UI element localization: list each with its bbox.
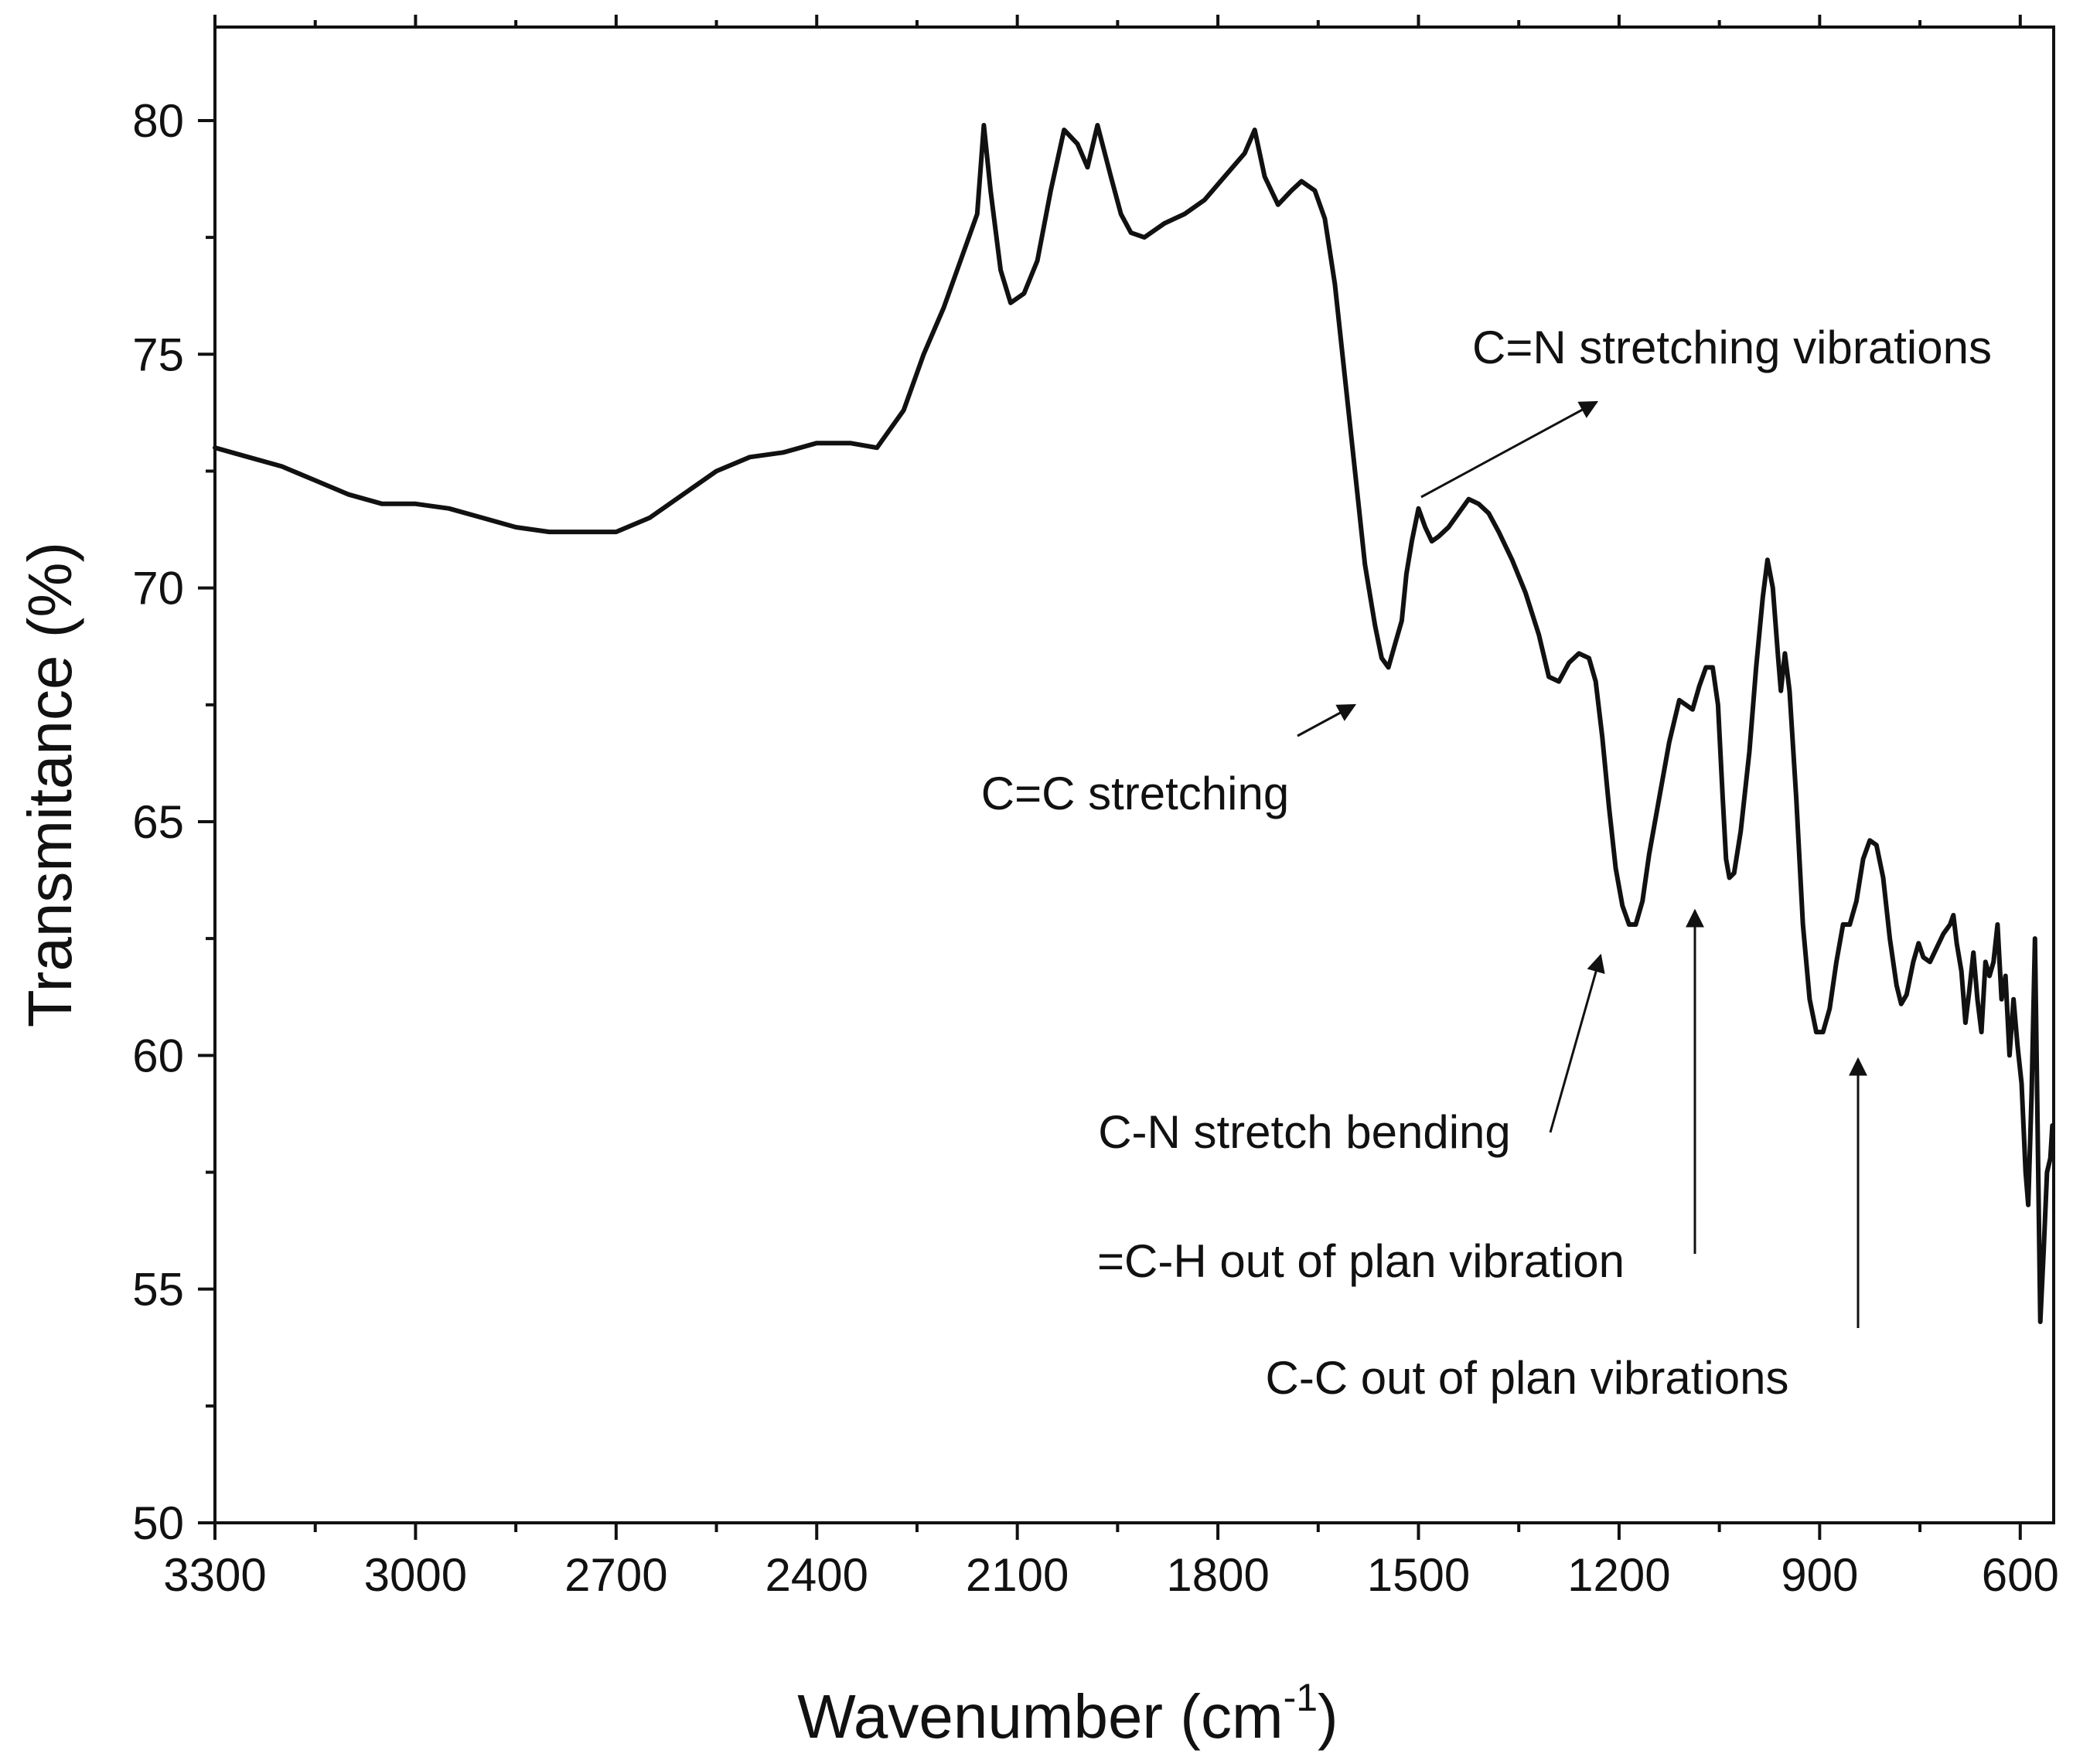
- x-tick-label: 1200: [1567, 1549, 1670, 1601]
- x-axis-title-superscript: -1: [1284, 1676, 1318, 1719]
- x-tick-label: 3000: [364, 1549, 467, 1601]
- annotation-label: C-N stretch bending: [1098, 1106, 1511, 1158]
- x-tick-label: 1800: [1166, 1549, 1269, 1601]
- y-tick-label: 50: [132, 1497, 184, 1549]
- x-tick-label: 900: [1781, 1549, 1858, 1601]
- annotation-label: C=N stretching vibrations: [1472, 322, 1992, 373]
- plot-frame: [213, 26, 2055, 1524]
- y-tick-label: 55: [132, 1264, 184, 1316]
- annotation-label: C=C stretching: [981, 768, 1290, 819]
- series-group: [213, 123, 2055, 1324]
- y-tick-label: 60: [132, 1030, 184, 1081]
- x-axis-title-close: ): [1318, 1682, 1338, 1751]
- y-tick-label: 80: [132, 95, 184, 147]
- x-tick-label: 1500: [1367, 1549, 1470, 1601]
- annotation-label: C-C out of plan vibrations: [1266, 1352, 1789, 1404]
- series-line: [213, 123, 2055, 1324]
- axes: 3300 3000 2700 2400 2100 1800 1500 1200 900 600 50…: [132, 15, 2059, 1601]
- x-tick-label: 2400: [765, 1549, 868, 1601]
- y-tick-label: 70: [132, 563, 184, 615]
- annotation-arrow: [1420, 400, 1599, 499]
- y-tick-label: 65: [132, 796, 184, 848]
- x-tick-label: 600: [1982, 1549, 2059, 1601]
- annotations: C=N stretching vibrations C=C stretching C…: [981, 322, 1992, 1404]
- x-axis-title: Wavenumber (cm-1): [797, 1676, 1338, 1751]
- x-tick-label: 2700: [564, 1549, 667, 1601]
- x-tick-label: 3300: [163, 1549, 266, 1601]
- y-axis-title: Transmitance (%): [15, 542, 84, 1027]
- x-axis-title-main: Wavenumber (cm: [797, 1682, 1283, 1751]
- annotation-arrow: [1549, 953, 1605, 1133]
- annotation-arrow: [1297, 703, 1357, 737]
- x-tick-label: 2100: [966, 1549, 1069, 1601]
- annotation-label: =C-H out of plan vibration: [1097, 1235, 1625, 1287]
- y-tick-label: 75: [132, 329, 184, 380]
